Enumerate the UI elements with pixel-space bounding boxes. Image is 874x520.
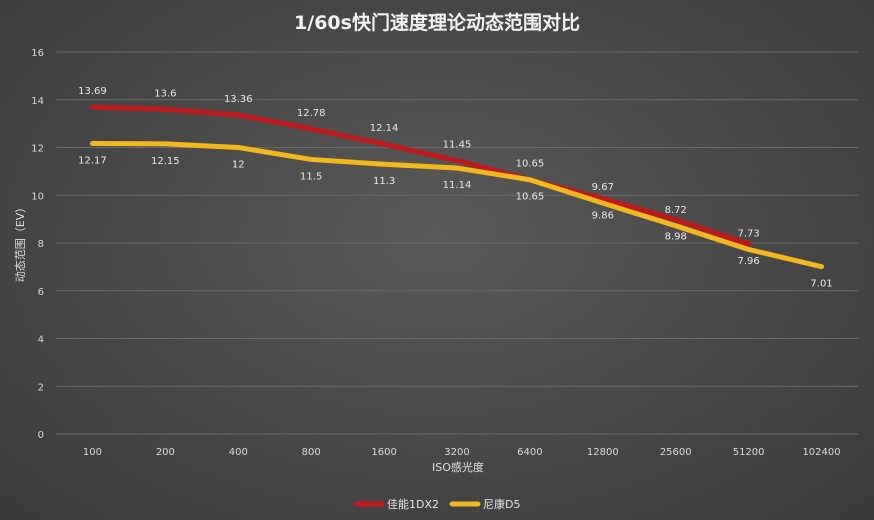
x-tick-label: 800 bbox=[302, 447, 321, 458]
x-tick-label: 1600 bbox=[371, 447, 396, 458]
data-label: 10.65 bbox=[516, 192, 545, 203]
x-tick-label: 25600 bbox=[660, 447, 692, 458]
y-tick-label: 12 bbox=[31, 144, 44, 155]
y-tick-label: 4 bbox=[38, 335, 44, 346]
data-label: 7.01 bbox=[810, 279, 832, 290]
data-label: 13.69 bbox=[78, 86, 107, 97]
data-label: 9.67 bbox=[592, 182, 614, 193]
legend-label: 佳能1DX2 bbox=[387, 497, 439, 511]
series-line-1 bbox=[89, 140, 825, 270]
data-label: 8.72 bbox=[665, 205, 687, 216]
x-tick-label: 51200 bbox=[733, 447, 765, 458]
series-line-0 bbox=[89, 104, 752, 247]
x-tick-label: 12800 bbox=[587, 447, 619, 458]
data-labels: 13.69 13.6 13.36 12.78 12.14 11.45 10.65 9.86 8.… bbox=[78, 86, 833, 289]
legend-label: 尼康D5 bbox=[483, 497, 520, 511]
series-lines bbox=[89, 104, 825, 270]
data-label: 12 bbox=[232, 160, 245, 171]
y-tick-label: 6 bbox=[38, 287, 44, 298]
y-tick-label: 14 bbox=[31, 96, 44, 107]
data-label: 7.73 bbox=[738, 228, 760, 239]
x-tick-label: 400 bbox=[229, 447, 248, 458]
x-axis-label: ISO感光度 bbox=[432, 460, 484, 474]
data-label: 11.14 bbox=[443, 180, 472, 191]
x-tick-label: 200 bbox=[156, 447, 175, 458]
data-label: 11.5 bbox=[300, 171, 322, 182]
x-tick-label: 102400 bbox=[802, 447, 840, 458]
y-tick-label: 2 bbox=[38, 382, 44, 393]
y-tick-label: 16 bbox=[31, 48, 44, 59]
data-label: 12.78 bbox=[297, 108, 326, 119]
data-label: 12.14 bbox=[370, 123, 399, 134]
y-axis-ticks: 0 2 4 6 8 10 12 14 16 bbox=[31, 48, 44, 441]
data-label: 13.6 bbox=[154, 88, 176, 99]
data-label: 8.98 bbox=[665, 232, 687, 243]
x-tick-label: 100 bbox=[83, 447, 102, 458]
data-label: 12.15 bbox=[151, 156, 180, 167]
x-tick-label: 3200 bbox=[444, 447, 469, 458]
data-label: 11.3 bbox=[373, 176, 395, 187]
y-tick-label: 0 bbox=[38, 430, 44, 441]
data-label: 12.17 bbox=[78, 155, 107, 166]
y-tick-label: 10 bbox=[31, 191, 44, 202]
y-axis-label: 动态范围（EV） bbox=[13, 202, 27, 282]
x-axis-ticks: 100 200 400 800 1600 3200 6400 12800 25600 51200 1… bbox=[83, 447, 841, 458]
legend: 佳能1DX2 尼康D5 bbox=[353, 497, 520, 511]
data-label: 11.45 bbox=[443, 140, 472, 151]
x-tick-label: 6400 bbox=[517, 447, 542, 458]
data-label: 13.36 bbox=[224, 94, 253, 105]
data-label: 7.96 bbox=[738, 256, 760, 267]
data-label: 10.65 bbox=[516, 159, 545, 170]
data-label: 9.86 bbox=[592, 211, 614, 222]
chart-title: 1/60s快门速度理论动态范围对比 bbox=[294, 11, 580, 34]
y-tick-label: 8 bbox=[38, 239, 44, 250]
